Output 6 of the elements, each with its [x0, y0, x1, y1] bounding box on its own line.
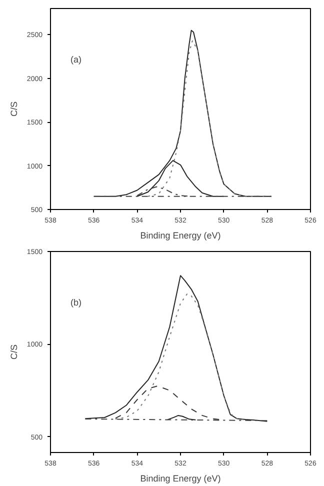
x-axis-title: Binding Energy (eV) [140, 474, 221, 484]
annotation: (b) [70, 298, 82, 308]
x-axis-title: Binding Energy (eV) [140, 230, 221, 240]
y-axis-title: C/S [8, 101, 19, 116]
annotation: (a) [70, 54, 82, 64]
y-axis-title: C/S [8, 344, 19, 360]
